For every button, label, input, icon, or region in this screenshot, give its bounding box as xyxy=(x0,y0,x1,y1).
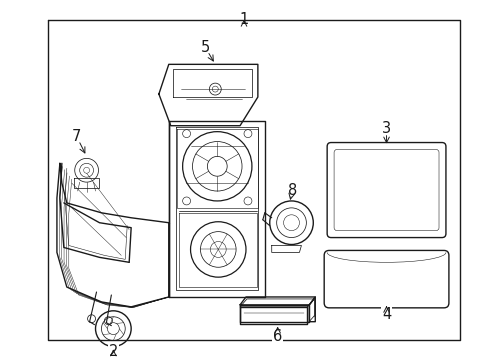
Text: 2: 2 xyxy=(108,344,118,359)
Text: 6: 6 xyxy=(272,329,282,344)
Text: 8: 8 xyxy=(287,183,297,198)
Text: 4: 4 xyxy=(381,307,390,322)
Text: 1: 1 xyxy=(239,12,248,27)
Text: 7: 7 xyxy=(72,129,81,144)
Text: 5: 5 xyxy=(201,40,209,55)
Text: 3: 3 xyxy=(381,121,390,136)
